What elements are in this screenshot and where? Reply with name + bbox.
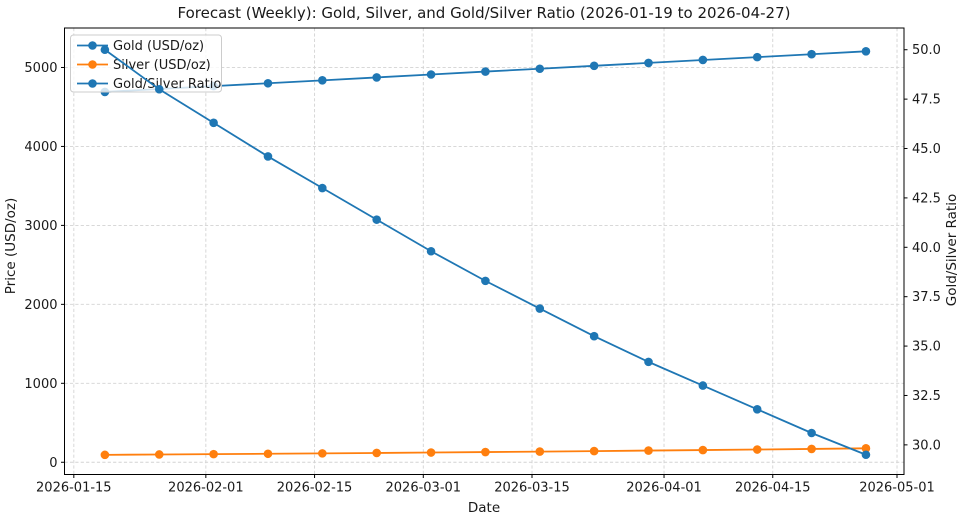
- right-tick-label: 50.0: [912, 43, 941, 58]
- gold-marker: [535, 64, 545, 74]
- x-tick-label: 2026-01-15: [36, 481, 112, 496]
- gold-marker: [861, 46, 871, 56]
- gold-silver-ratio-marker: [535, 304, 545, 313]
- y-axis-label-right: Gold/Silver Ratio: [944, 193, 960, 307]
- silver-marker: [861, 444, 871, 453]
- silver-marker: [263, 449, 273, 459]
- gridlines: [64, 28, 904, 475]
- x-tick-label: 2026-02-01: [168, 481, 244, 496]
- left-tick-label: 2000: [24, 298, 57, 313]
- legend-entry: Gold/Silver Ratio: [77, 77, 221, 92]
- legend-swatch-marker: [88, 60, 97, 69]
- legend-entry: Silver (USD/oz): [77, 58, 211, 73]
- gold-silver-ratio-marker: [589, 331, 599, 341]
- gold-silver-ratio-marker: [209, 118, 218, 128]
- gold-marker: [644, 58, 653, 68]
- gold-marker: [372, 73, 381, 82]
- right-tick-label: 30.0: [912, 438, 941, 453]
- legend-swatch-marker: [88, 79, 97, 88]
- right-tick-label: 45.0: [912, 142, 941, 157]
- gold-marker: [481, 67, 490, 76]
- legend: Gold (USD/oz) Silver (USD/oz) Gold/Silver …: [70, 34, 222, 93]
- plot-border: [64, 27, 905, 475]
- silver-marker: [698, 445, 708, 455]
- silver-marker: [318, 449, 327, 458]
- gold-silver-ratio-marker: [698, 381, 708, 390]
- right-tick-label: 40.0: [912, 241, 941, 256]
- legend-label: Gold/Silver Ratio: [113, 77, 221, 92]
- right-tick-label: 47.5: [912, 93, 941, 108]
- gold-silver-ratio-marker: [807, 428, 816, 438]
- x-tick-label: 2026-02-15: [277, 481, 353, 496]
- gold-silver-ratio-marker: [752, 405, 762, 414]
- x-axis-label: Date: [467, 500, 501, 516]
- gold-silver-ratio-marker: [154, 84, 164, 94]
- gold-marker: [589, 61, 599, 71]
- x-tick-label: 2026-04-15: [735, 481, 811, 496]
- right-tick-label: 37.5: [912, 290, 941, 305]
- right-tick-label: 42.5: [912, 191, 941, 206]
- legend-label: Silver (USD/oz): [113, 58, 211, 73]
- gold-marker: [426, 70, 436, 79]
- gold-silver-ratio-marker: [481, 276, 490, 286]
- legend-label: Gold (USD/oz): [113, 39, 204, 54]
- gold-marker: [752, 52, 762, 62]
- right-tick-label: 35.0: [912, 340, 941, 355]
- y-axis-label-left: Price (USD/oz): [3, 197, 19, 295]
- gold-silver-ratio-marker: [644, 357, 653, 367]
- left-tick-label: 4000: [24, 140, 57, 155]
- gold-silver-ratio-marker: [861, 450, 871, 460]
- silver-marker: [100, 450, 110, 460]
- x-tick-label: 2026-05-01: [859, 481, 935, 496]
- x-tick-label: 2026-03-01: [386, 481, 462, 496]
- left-tick-label: 1000: [24, 377, 57, 392]
- gold-silver-ratio-marker: [100, 45, 110, 55]
- gold-silver-ratio-series: [100, 45, 871, 460]
- gold-silver-ratio-marker: [263, 152, 273, 161]
- axes: 0 1000 2000 3000 4000 5000 30.0 32.5 35.0 37.5 40.…: [24, 27, 941, 496]
- x-tick-label: 2026-04-01: [626, 481, 702, 496]
- silver-marker: [154, 450, 164, 459]
- silver-marker: [644, 446, 653, 455]
- gold-marker: [318, 76, 327, 85]
- gold-series: [100, 46, 871, 97]
- left-tick-label: 5000: [24, 61, 57, 76]
- legend-swatch-marker: [88, 41, 97, 50]
- gold-marker: [698, 55, 708, 65]
- silver-marker: [752, 445, 762, 454]
- left-tick-label: 0: [49, 456, 57, 471]
- gold-silver-ratio-line: [104, 49, 867, 456]
- gold-silver-ratio-marker: [372, 215, 381, 224]
- chart-title: Forecast (Weekly): Gold, Silver, and Gol…: [177, 4, 791, 22]
- silver-marker: [372, 448, 381, 458]
- silver-marker: [535, 447, 545, 456]
- gold-marker: [807, 49, 816, 59]
- gold-marker: [263, 78, 273, 88]
- silver-marker: [209, 449, 218, 459]
- silver-series: [100, 444, 871, 460]
- gold-silver-ratio-marker: [318, 183, 327, 193]
- left-tick-label: 3000: [24, 219, 57, 234]
- right-tick-label: 32.5: [912, 389, 941, 404]
- silver-marker: [481, 447, 490, 457]
- silver-marker: [589, 446, 599, 456]
- silver-marker: [426, 448, 436, 457]
- legend-entry: Gold (USD/oz): [77, 39, 204, 54]
- x-tick-label: 2026-03-15: [494, 481, 570, 496]
- gold-silver-ratio-marker: [426, 246, 436, 256]
- silver-marker: [807, 444, 816, 454]
